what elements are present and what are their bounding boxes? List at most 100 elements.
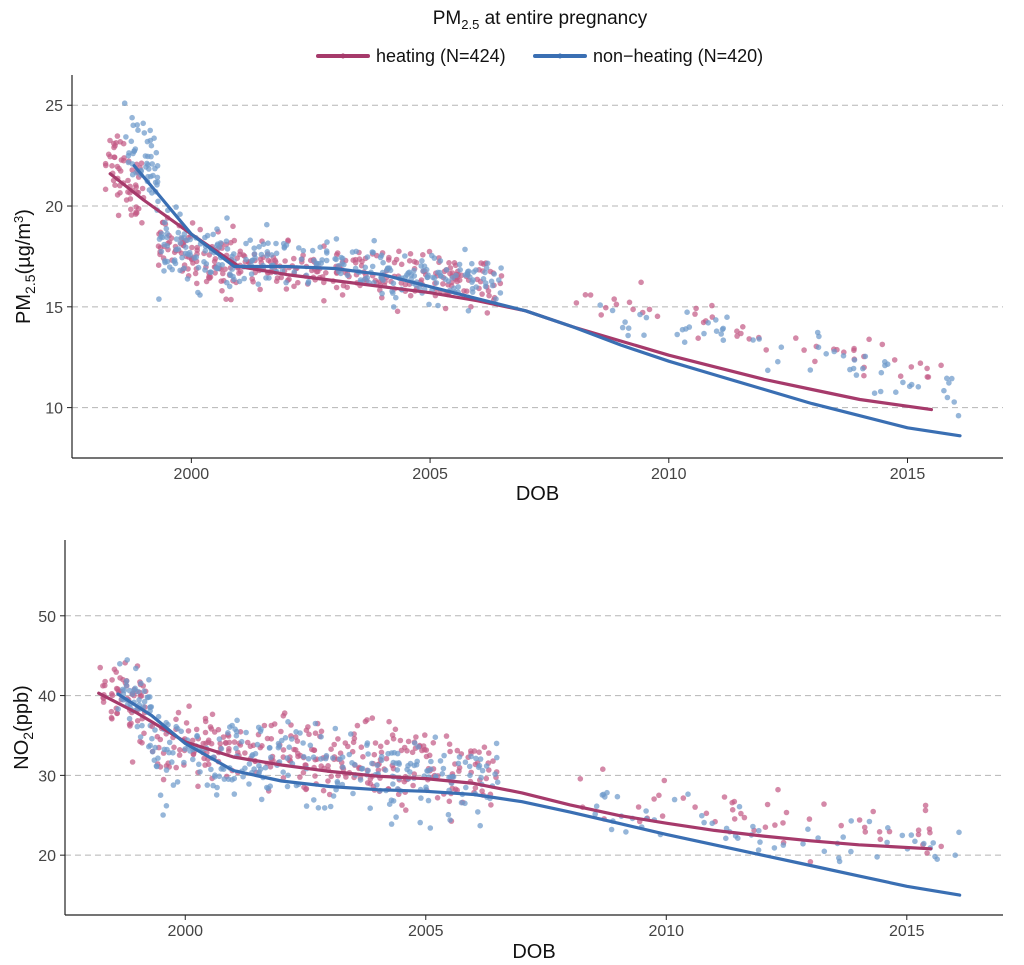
point-nonheating [462,759,469,765]
point-nonheating [439,771,446,777]
point-heating [870,808,876,815]
point-nonheating [815,835,821,841]
point-nonheating [423,266,430,273]
point-nonheating [482,283,489,290]
point-heating [924,365,930,372]
point-heating [111,154,118,161]
point-heating [125,177,131,184]
point-nonheating [213,792,220,798]
point-nonheating [163,767,170,773]
point-nonheating [423,784,429,790]
point-heating [481,744,488,750]
point-heating [392,726,399,733]
point-nonheating [170,782,177,788]
point-heating [127,723,133,729]
x-tick-label-2015: 2015 [890,466,926,483]
point-nonheating [154,163,161,169]
point-nonheating [443,267,450,273]
point-heating [195,783,201,790]
point-nonheating [154,174,161,181]
point-heating [488,802,494,808]
point-nonheating [393,294,399,301]
point-nonheating [318,756,324,762]
point-nonheating [608,826,615,833]
point-nonheating [465,308,472,314]
point-nonheating [280,769,287,775]
point-nonheating [300,247,307,254]
point-heating [447,748,453,755]
point-nonheating [944,375,950,382]
point-heating [897,373,904,380]
point-nonheating [256,244,262,250]
point-nonheating [418,795,424,801]
point-nonheating [350,790,356,797]
point-heating [358,744,365,750]
point-nonheating [150,172,156,179]
point-nonheating [765,367,771,374]
point-heating [740,324,746,330]
point-nonheating [437,258,444,264]
point-heating [231,237,238,244]
point-nonheating [497,290,504,296]
point-heating [775,786,781,793]
point-heating [600,766,606,772]
point-heating [190,751,197,758]
point-nonheating [597,302,603,308]
point-heating [128,206,134,213]
point-nonheating [182,250,189,257]
point-nonheating [491,271,498,277]
point-nonheating [430,274,436,281]
point-nonheating [146,677,152,683]
smooth-line-heating [108,172,933,412]
point-heating [399,802,405,808]
point-nonheating [139,722,145,729]
point-nonheating [266,275,272,281]
point-nonheating [756,336,762,342]
point-nonheating [154,763,160,770]
x-tick-label-2010: 2010 [648,923,684,940]
point-heating [856,817,863,823]
point-nonheating [177,211,183,217]
point-heating [446,798,453,805]
point-heating [490,758,496,764]
point-heating [922,802,929,809]
point-nonheating [219,262,225,268]
point-heating [133,209,139,216]
point-heating [407,251,414,257]
point-heating [587,292,594,298]
point-nonheating [685,791,691,797]
point-nonheating [701,330,707,337]
point-heating [371,751,378,758]
point-nonheating [885,825,891,831]
point-heating [405,738,412,745]
point-nonheating [719,326,726,333]
point-nonheating [123,682,130,689]
point-nonheating [344,272,351,279]
point-heating [202,718,209,725]
point-nonheating [469,285,476,292]
point-nonheating [257,728,264,735]
point-nonheating [243,256,249,263]
point-heating [335,736,341,742]
point-nonheating [469,260,475,267]
point-heating [654,313,661,320]
point-heating [268,736,275,742]
point-nonheating [260,241,267,247]
point-nonheating [437,758,444,764]
point-nonheating [135,127,141,133]
point-nonheating [156,296,162,302]
point-nonheating [415,744,422,750]
point-heating [423,753,430,760]
point-nonheating [456,754,463,760]
point-nonheating [197,769,203,775]
point-nonheating [196,761,202,768]
legend-item-heating: heating (N=424) [316,46,506,66]
point-heating [350,257,357,264]
point-heating [102,678,108,685]
point-nonheating [264,221,270,228]
y-tick-label-50: 50 [38,609,56,626]
point-heating [223,296,229,303]
point-nonheating [327,803,334,810]
point-nonheating [371,237,378,244]
point-heating [217,740,223,747]
